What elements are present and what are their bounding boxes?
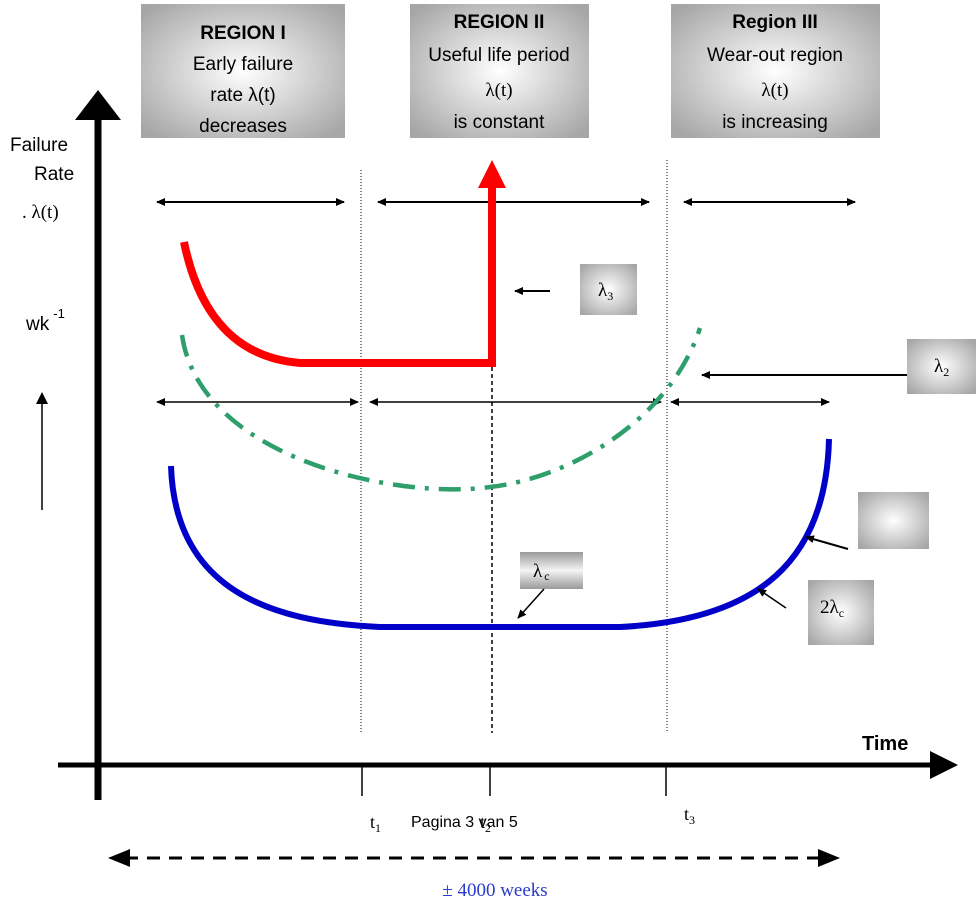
page-footer: Pagina 3 van 5	[411, 814, 518, 831]
region-3-title: Region III	[732, 12, 818, 33]
svg-text:2λc: 2λc	[820, 597, 844, 620]
region-3-line-3: is increasing	[722, 112, 828, 133]
region-box-1: REGION I Early failure rate λ(t) decreas…	[141, 4, 345, 138]
region-1-line-2: rate λ(t)	[210, 85, 275, 106]
region-box-2: REGION II Useful life period λ(t) is con…	[410, 4, 589, 138]
region-2-line-3: is constant	[454, 112, 546, 133]
region-1-line-1: Early failure	[193, 54, 293, 75]
region-2-line-2: λ(t)	[485, 80, 512, 101]
tick-label-t2: t2	[480, 812, 491, 835]
red-curve-arrowhead	[478, 160, 506, 188]
y-axis-unit: wk-1	[25, 306, 65, 335]
region-1-line-3: decreases	[199, 116, 287, 137]
up-arrow-icon	[36, 392, 48, 510]
two-lambda-c-callout: 2λc	[757, 580, 874, 645]
duration-arrow	[108, 849, 840, 867]
duration-label: ± 4000 weeks	[442, 880, 547, 901]
green-curve	[179, 327, 703, 492]
red-curve	[180, 182, 496, 367]
svg-text:λc: λc	[533, 561, 550, 583]
x-axis	[58, 751, 958, 779]
svg-text:λ3: λ3	[598, 280, 613, 303]
tick-label-t3: t3	[684, 804, 695, 827]
region-3-line-1: Wear-out region	[707, 45, 843, 66]
region-box-3: Region III Wear-out region λ(t) is incre…	[671, 4, 880, 138]
lambda2-callout: λ2	[701, 339, 976, 394]
y-axis-label-line-2: Rate	[34, 164, 74, 185]
svg-text:λ2: λ2	[934, 356, 949, 379]
region-3-line-2: λ(t)	[761, 80, 788, 101]
tick-label-t1: t1	[370, 812, 381, 835]
y-axis-label-line-1: Failure	[10, 135, 68, 156]
x-axis-label: Time	[862, 733, 908, 755]
empty-callout	[805, 492, 929, 550]
region-1-title: REGION I	[200, 23, 286, 44]
y-axis	[75, 90, 121, 800]
lambda3-callout: λ3	[514, 264, 637, 315]
blue-curve	[168, 438, 832, 630]
y-axis-label-line-3: . λ(t)	[22, 202, 59, 223]
region-2-title: REGION II	[454, 12, 545, 33]
region-2-line-1: Useful life period	[428, 45, 570, 66]
